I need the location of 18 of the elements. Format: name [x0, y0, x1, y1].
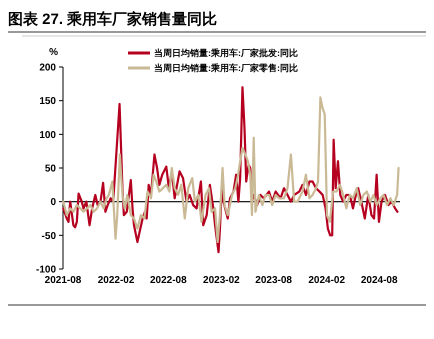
x-tick-label: 2022-02	[98, 275, 135, 286]
chart-title: 图表 27. 乘用车厂家销售量同比	[8, 10, 218, 28]
x-tick-label: 2022-08	[150, 275, 188, 286]
y-axis-title: %	[49, 47, 58, 58]
y-tick-label: 0	[50, 197, 56, 208]
x-tick-label: 2023-08	[255, 275, 292, 286]
x-tick-label: 2021-08	[44, 275, 82, 286]
y-tick-label: -50	[42, 230, 56, 242]
y-tick-label: 50	[44, 164, 56, 174]
x-tick-label: 2024-02	[308, 275, 346, 286]
legend-label: 当周日均销量:乘用车:厂家零售:同比	[154, 63, 298, 74]
y-tick-label: 150	[39, 96, 56, 108]
y-tick-label: 100	[39, 130, 56, 141]
y-tick-label: -100	[36, 264, 56, 276]
legend-label: 当周日均销量:乘用车:厂家批发:同比	[154, 48, 298, 58]
x-tick-label: 2023-02	[203, 275, 240, 286]
x-tick-label: 2024-08	[360, 275, 398, 286]
y-tick-label: 200	[39, 62, 56, 74]
